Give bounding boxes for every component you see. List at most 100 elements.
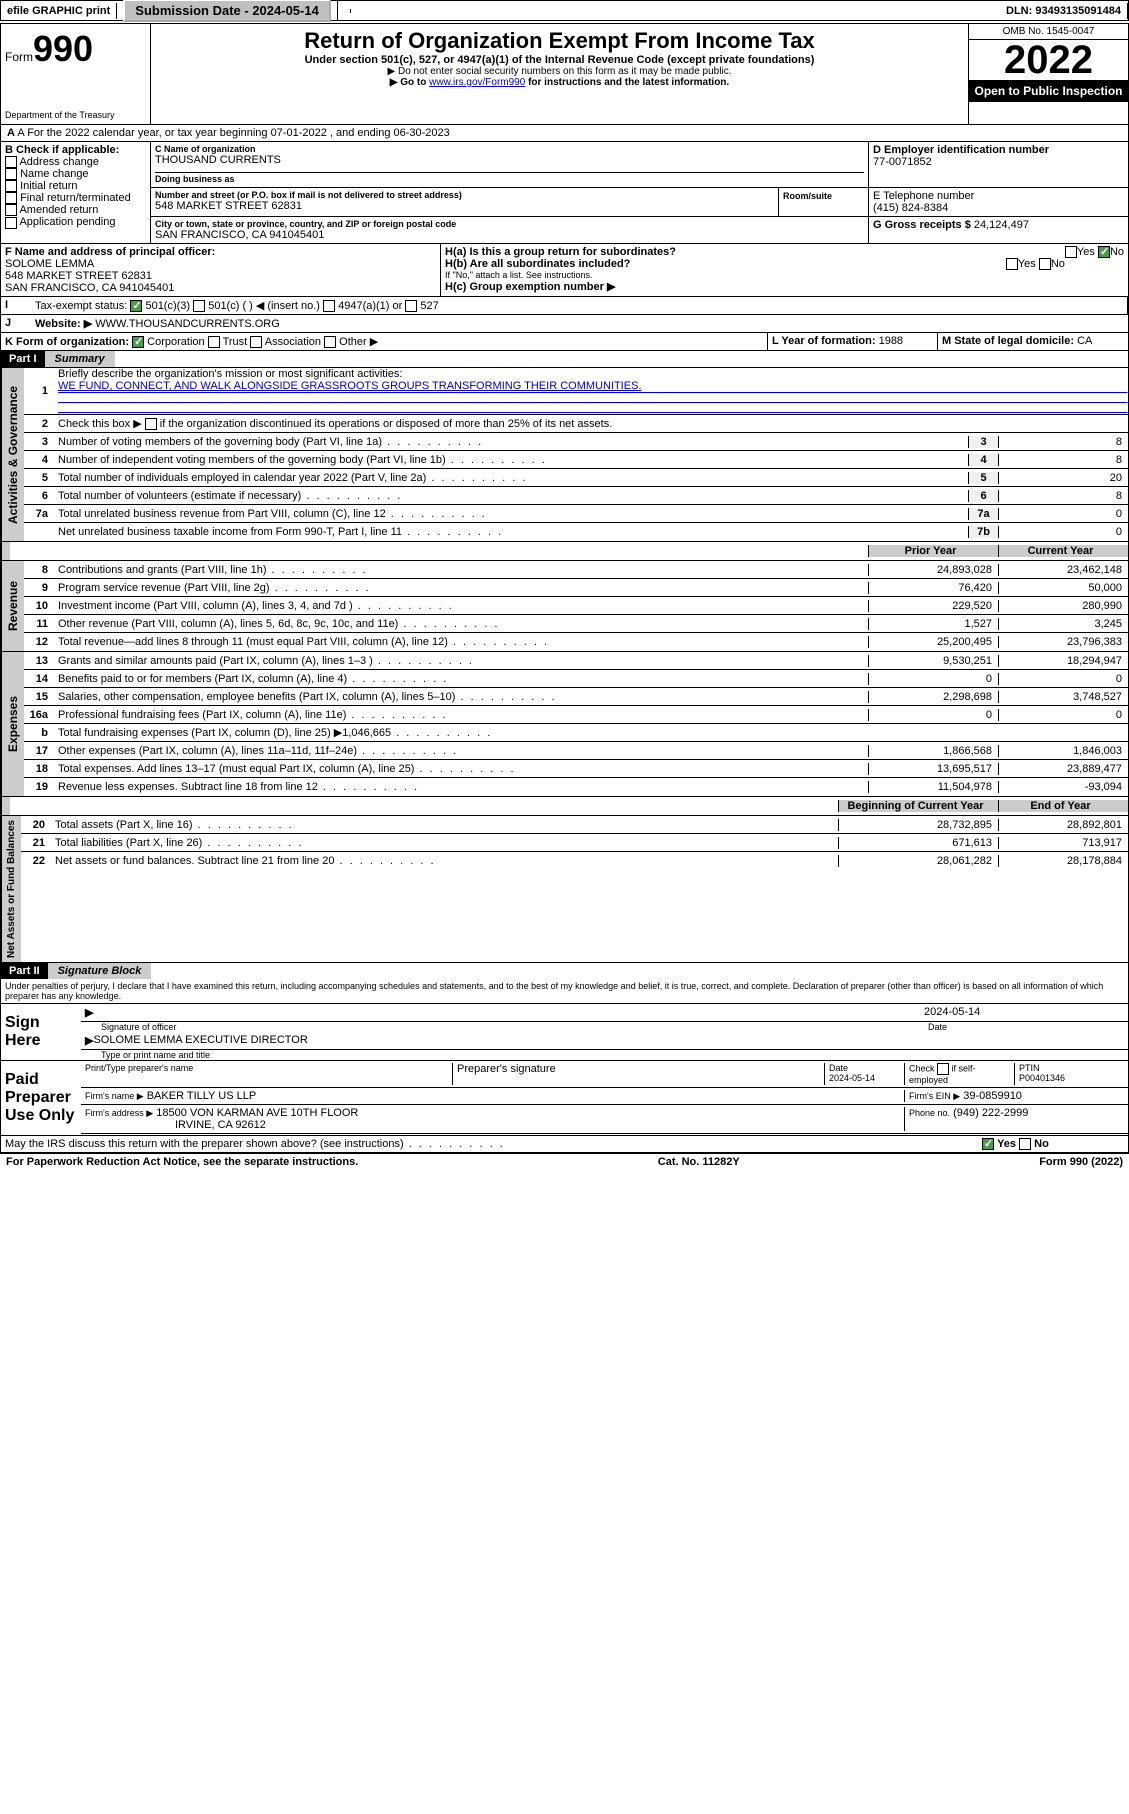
irs-link[interactable]: www.irs.gov/Form990 xyxy=(429,77,525,88)
form-of-org-label: K Form of organization: xyxy=(5,336,129,348)
col-prior-year: Prior Year xyxy=(868,545,998,557)
form-title: Return of Organization Exempt From Incom… xyxy=(155,28,964,54)
dba-label: Doing business as xyxy=(155,174,235,184)
checkbox-other[interactable] xyxy=(324,336,336,348)
checkbox-initial-return[interactable] xyxy=(5,180,17,192)
gov-line-text: Number of independent voting members of … xyxy=(54,454,968,466)
current-value: 23,796,383 xyxy=(998,636,1128,648)
vert-governance: Activities & Governance xyxy=(1,368,24,541)
checkbox-amended[interactable] xyxy=(5,204,17,216)
firm-phone: (949) 222-2999 xyxy=(953,1107,1028,1119)
firm-ein: 39-0859910 xyxy=(963,1090,1022,1102)
section-b: B Check if applicable: Address change Na… xyxy=(1,142,151,243)
dept-label: Department of the Treasury xyxy=(5,110,146,120)
gross-receipts-value: 24,124,497 xyxy=(974,219,1029,231)
col-end-year: End of Year xyxy=(998,800,1128,812)
prior-value: 1,527 xyxy=(868,618,998,630)
ein-label: D Employer identification number xyxy=(873,144,1049,156)
year-formation: 1988 xyxy=(879,335,903,347)
checkbox-discontinued[interactable] xyxy=(145,418,157,430)
gov-line-value: 0 xyxy=(998,526,1128,538)
checkbox-name-change[interactable] xyxy=(5,168,17,180)
checkbox-application-pending[interactable] xyxy=(5,217,17,229)
checkbox-ha-no[interactable] xyxy=(1098,246,1110,258)
gov-line-value: 8 xyxy=(998,490,1128,502)
hb-label: H(b) Are all subordinates included? xyxy=(445,258,630,270)
gov-line-value: 0 xyxy=(998,508,1128,520)
sig-date: 2024-05-14 xyxy=(924,1006,1124,1019)
arrow-icon: ▶ xyxy=(85,1006,93,1019)
checkbox-501c[interactable] xyxy=(193,300,205,312)
current-value: 0 xyxy=(998,673,1128,685)
current-value: 3,245 xyxy=(998,618,1128,630)
prior-value: 0 xyxy=(868,709,998,721)
firm-addr1: 18500 VON KARMAN AVE 10TH FLOOR xyxy=(156,1107,358,1119)
prior-value: 0 xyxy=(868,673,998,685)
checkbox-hb-no[interactable] xyxy=(1039,258,1051,270)
form-subtitle: Under section 501(c), 527, or 4947(a)(1)… xyxy=(155,54,964,66)
line-text: Contributions and grants (Part VIII, lin… xyxy=(54,564,868,576)
gross-receipts-label: G Gross receipts $ xyxy=(873,219,971,231)
declaration-text: Under penalties of perjury, I declare th… xyxy=(1,979,1128,1003)
efile-label: efile GRAPHIC print xyxy=(1,3,117,19)
checkbox-discuss-yes[interactable] xyxy=(982,1138,994,1150)
checkbox-4947[interactable] xyxy=(323,300,335,312)
checkbox-self-employed[interactable] xyxy=(937,1063,949,1075)
ptin-value: P00401346 xyxy=(1019,1073,1065,1083)
street-address: 548 MARKET STREET 62831 xyxy=(155,200,774,212)
prior-value: 9,530,251 xyxy=(868,655,998,667)
checkbox-hb-yes[interactable] xyxy=(1006,258,1018,270)
line-text: Investment income (Part VIII, column (A)… xyxy=(54,600,868,612)
prior-value: 76,420 xyxy=(868,582,998,594)
prior-value: 1,866,568 xyxy=(868,745,998,757)
current-value: 3,748,527 xyxy=(998,691,1128,703)
prior-value: 28,732,895 xyxy=(838,819,998,831)
section-a: A A For the 2022 calendar year, or tax y… xyxy=(1,124,1128,141)
checkbox-association[interactable] xyxy=(250,336,262,348)
current-value: 23,462,148 xyxy=(998,564,1128,576)
checkbox-trust[interactable] xyxy=(208,336,220,348)
current-value: 28,892,801 xyxy=(998,819,1128,831)
line-text: Total assets (Part X, line 16) xyxy=(51,819,838,831)
vert-expenses: Expenses xyxy=(1,652,24,796)
gov-line-value: 20 xyxy=(998,472,1128,484)
line-text: Other expenses (Part IX, column (A), lin… xyxy=(54,745,868,757)
ha-label: H(a) Is this a group return for subordin… xyxy=(445,246,676,258)
current-value: 50,000 xyxy=(998,582,1128,594)
current-value: 18,294,947 xyxy=(998,655,1128,667)
checkbox-ha-yes[interactable] xyxy=(1065,246,1077,258)
prior-value: 11,504,978 xyxy=(868,781,998,793)
org-name-label: C Name of organization xyxy=(155,144,864,154)
current-value: 23,889,477 xyxy=(998,763,1128,775)
checkbox-corporation[interactable] xyxy=(132,336,144,348)
checkbox-501c3[interactable] xyxy=(130,300,142,312)
current-value: 713,917 xyxy=(998,837,1128,849)
footer-pra: For Paperwork Reduction Act Notice, see … xyxy=(6,1156,358,1168)
prior-value: 24,893,028 xyxy=(868,564,998,576)
discuss-label: May the IRS discuss this return with the… xyxy=(5,1138,404,1150)
website-value: WWW.THOUSANDCURRENTS.ORG xyxy=(95,318,280,330)
line-text: Salaries, other compensation, employee b… xyxy=(54,691,868,703)
form-id-block: Form990 Department of the Treasury xyxy=(1,24,151,124)
submission-date-button[interactable]: Submission Date - 2024-05-14 xyxy=(123,0,331,22)
city-value: SAN FRANCISCO, CA 941045401 xyxy=(155,229,864,241)
hc-label: H(c) Group exemption number ▶ xyxy=(445,281,615,293)
firm-addr2: IRVINE, CA 92612 xyxy=(85,1119,266,1131)
line-text: Total revenue—add lines 8 through 11 (mu… xyxy=(54,636,868,648)
line-text: Benefits paid to or for members (Part IX… xyxy=(54,673,868,685)
note-link: ▶ Go to www.irs.gov/Form990 for instruct… xyxy=(155,77,964,88)
website-label: Website: ▶ xyxy=(35,318,92,330)
line-text: Revenue less expenses. Subtract line 18 … xyxy=(54,781,868,793)
line-text: Total liabilities (Part X, line 26) xyxy=(51,837,838,849)
checkbox-discuss-no[interactable] xyxy=(1019,1138,1031,1150)
line-text: Other revenue (Part VIII, column (A), li… xyxy=(54,618,868,630)
checkbox-final-return[interactable] xyxy=(5,192,17,204)
prior-value: 28,061,282 xyxy=(838,855,998,867)
part1-title: Summary xyxy=(45,351,115,367)
phone-label: E Telephone number xyxy=(873,190,1124,202)
checkbox-527[interactable] xyxy=(405,300,417,312)
prior-value: 25,200,495 xyxy=(868,636,998,648)
line-text: Grants and similar amounts paid (Part IX… xyxy=(54,655,868,667)
prior-value: 13,695,517 xyxy=(868,763,998,775)
checkbox-address-change[interactable] xyxy=(5,156,17,168)
